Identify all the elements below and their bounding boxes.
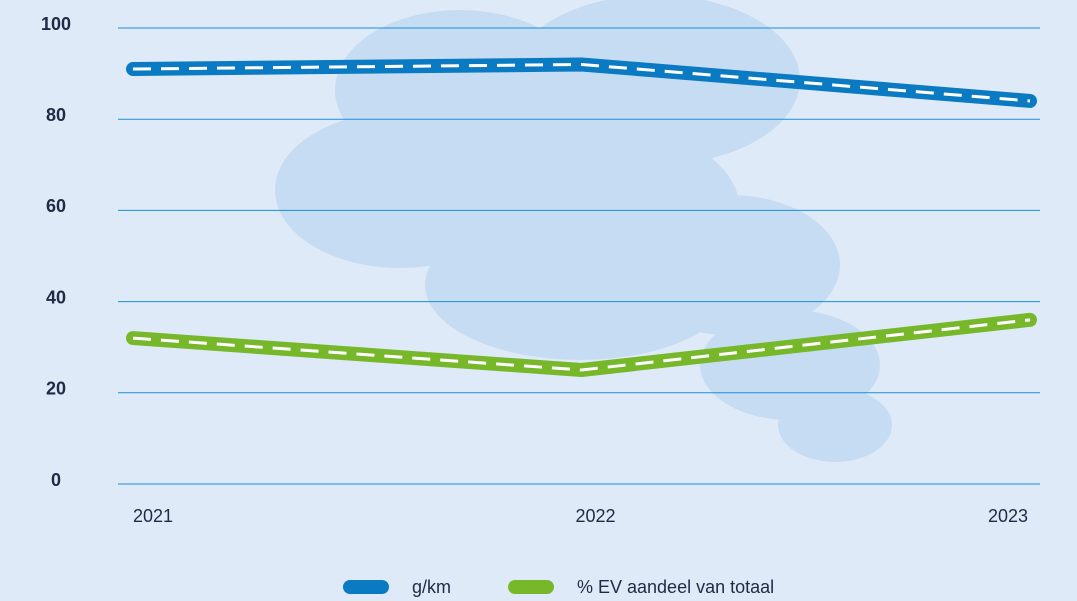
- y-tick-label: 100: [41, 14, 71, 34]
- series-dash: [132, 62, 1031, 103]
- x-tick-label: 2021: [133, 506, 173, 526]
- y-tick-label: 60: [46, 196, 66, 216]
- y-tick-label: 0: [51, 470, 61, 490]
- y-tick-label: 40: [46, 287, 66, 307]
- y-tick-label: 80: [46, 105, 66, 125]
- legend-label: % EV aandeel van totaal: [577, 577, 774, 597]
- series-dash: [132, 318, 1031, 372]
- x-tick-label: 2023: [988, 506, 1028, 526]
- x-tick-label: 2022: [575, 506, 615, 526]
- y-tick-label: 20: [46, 379, 66, 399]
- legend-label: g/km: [412, 577, 451, 597]
